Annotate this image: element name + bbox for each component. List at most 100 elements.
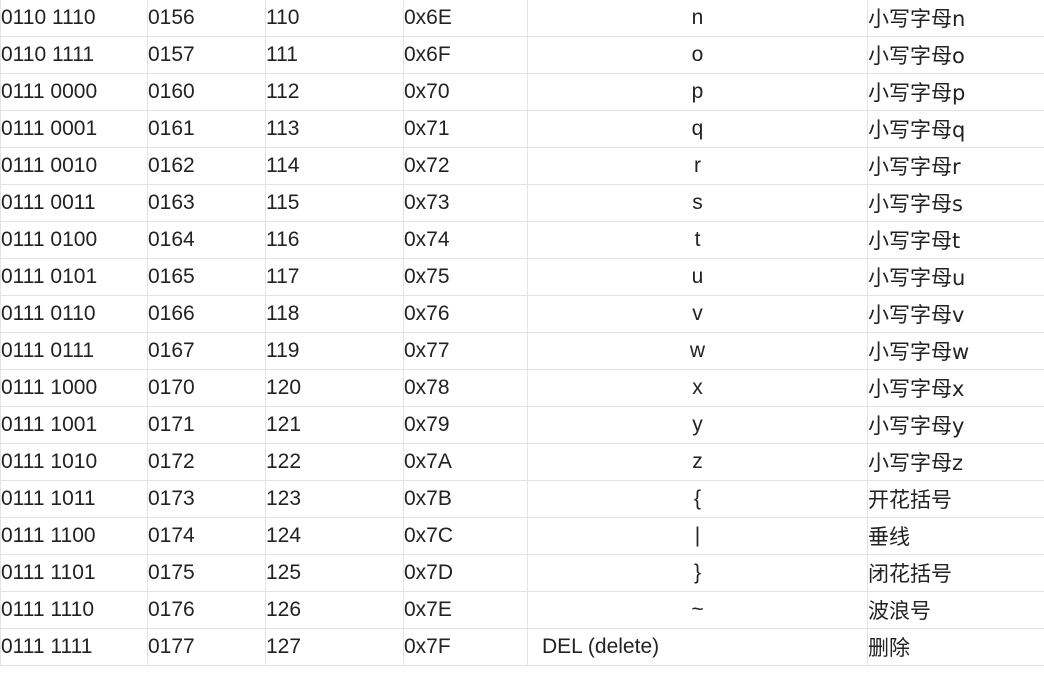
hex-cell: 0x77 bbox=[403, 332, 528, 370]
character-cell: p bbox=[527, 73, 868, 111]
binary-cell: 0110 1110 bbox=[0, 0, 148, 37]
description-cell: 小写字母v bbox=[867, 295, 1044, 333]
octal-cell: 0160 bbox=[147, 73, 266, 111]
ascii-table: 0110 1110 0156 110 0x6E n 小写字母n 0110 1111 0157 1… bbox=[0, 0, 1044, 666]
character-cell: z bbox=[527, 443, 868, 481]
octal-cell: 0175 bbox=[147, 554, 266, 592]
decimal-cell: 119 bbox=[265, 332, 404, 370]
decimal-cell: 121 bbox=[265, 406, 404, 444]
description-cell: 小写字母t bbox=[867, 221, 1044, 259]
binary-cell: 0111 1010 bbox=[0, 443, 148, 481]
octal-cell: 0165 bbox=[147, 258, 266, 296]
description-cell: 小写字母r bbox=[867, 147, 1044, 185]
octal-cell: 0163 bbox=[147, 184, 266, 222]
binary-cell: 0111 0101 bbox=[0, 258, 148, 296]
binary-cell: 0111 0010 bbox=[0, 147, 148, 185]
table-row: 0111 0111 0167 119 0x77 w 小写字母w bbox=[0, 332, 1044, 370]
binary-cell: 0111 1001 bbox=[0, 406, 148, 444]
table-row: 0111 1101 0175 125 0x7D} 闭花括号 bbox=[0, 554, 1044, 592]
hex-cell: 0x7E bbox=[403, 591, 528, 629]
character-cell: DEL (delete) bbox=[527, 628, 868, 666]
binary-cell: 0111 1000 bbox=[0, 369, 148, 407]
decimal-cell: 118 bbox=[265, 295, 404, 333]
decimal-cell: 126 bbox=[265, 591, 404, 629]
character-cell: v bbox=[527, 295, 868, 333]
hex-cell: 0x7F bbox=[403, 628, 528, 666]
character-cell: x bbox=[527, 369, 868, 407]
hex-cell: 0x6F bbox=[403, 36, 528, 74]
hex-cell: 0x7D bbox=[403, 554, 528, 592]
table-row: 0111 0001 0161 113 0x71 q 小写字母q bbox=[0, 110, 1044, 148]
octal-cell: 0172 bbox=[147, 443, 266, 481]
hex-cell: 0x7A bbox=[403, 443, 528, 481]
octal-cell: 0173 bbox=[147, 480, 266, 518]
decimal-cell: 120 bbox=[265, 369, 404, 407]
decimal-cell: 124 bbox=[265, 517, 404, 555]
hex-cell: 0x71 bbox=[403, 110, 528, 148]
decimal-cell: 122 bbox=[265, 443, 404, 481]
table-row: 0111 0101 0165 117 0x75 u 小写字母u bbox=[0, 258, 1044, 296]
hex-cell: 0x70 bbox=[403, 73, 528, 111]
description-cell: 删除 bbox=[867, 628, 1044, 666]
binary-cell: 0111 1100 bbox=[0, 517, 148, 555]
binary-cell: 0111 1011 bbox=[0, 480, 148, 518]
binary-cell: 0111 0110 bbox=[0, 295, 148, 333]
binary-cell: 0111 0011 bbox=[0, 184, 148, 222]
hex-cell: 0x6E bbox=[403, 0, 528, 37]
description-cell: 波浪号 bbox=[867, 591, 1044, 629]
table-row: 0110 1110 0156 110 0x6E n 小写字母n bbox=[0, 0, 1044, 37]
hex-cell: 0x78 bbox=[403, 369, 528, 407]
table-row: 0111 0100 0164 116 0x74 t 小写字母t bbox=[0, 221, 1044, 259]
decimal-cell: 117 bbox=[265, 258, 404, 296]
decimal-cell: 112 bbox=[265, 73, 404, 111]
description-cell: 小写字母u bbox=[867, 258, 1044, 296]
hex-cell: 0x7C bbox=[403, 517, 528, 555]
decimal-cell: 127 bbox=[265, 628, 404, 666]
octal-cell: 0162 bbox=[147, 147, 266, 185]
table-row: 0111 0110 0166 118 0x76 v 小写字母v bbox=[0, 295, 1044, 333]
description-cell: 小写字母w bbox=[867, 332, 1044, 370]
table-row: 0111 1001 0171 121 0x79 y 小写字母y bbox=[0, 406, 1044, 444]
hex-cell: 0x75 bbox=[403, 258, 528, 296]
octal-cell: 0167 bbox=[147, 332, 266, 370]
character-cell: q bbox=[527, 110, 868, 148]
binary-cell: 0110 1111 bbox=[0, 36, 148, 74]
table-row: 0111 1111 0177 127 0x7F DEL (delete) 删除 bbox=[0, 628, 1044, 666]
table-row: 0110 1111 0157 111 0x6F o 小写字母o bbox=[0, 36, 1044, 74]
binary-cell: 0111 0100 bbox=[0, 221, 148, 259]
description-cell: 小写字母y bbox=[867, 406, 1044, 444]
table-row: 0111 1011 0173 123 0x7B{开花括号 bbox=[0, 480, 1044, 518]
ascii-table-body: 0110 1110 0156 110 0x6E n 小写字母n 0110 1111 0157 1… bbox=[0, 0, 1044, 666]
description-cell: 开花括号 bbox=[867, 480, 1044, 518]
binary-cell: 0111 1111 bbox=[0, 628, 148, 666]
hex-cell: 0x72 bbox=[403, 147, 528, 185]
hex-cell: 0x79 bbox=[403, 406, 528, 444]
table-row: 0111 1110 0176 126 0x7E ~ 波浪号 bbox=[0, 591, 1044, 629]
character-cell: y bbox=[527, 406, 868, 444]
table-row: 0111 0010 0162 114 0x72 r 小写字母r bbox=[0, 147, 1044, 185]
binary-cell: 0111 0001 bbox=[0, 110, 148, 148]
table-row: 0111 1100 0174 124 0x7C | 垂线 bbox=[0, 517, 1044, 555]
octal-cell: 0174 bbox=[147, 517, 266, 555]
character-cell: ~ bbox=[527, 591, 868, 629]
table-row: 0111 0000 0160 112 0x70 p 小写字母p bbox=[0, 73, 1044, 111]
octal-cell: 0156 bbox=[147, 0, 266, 37]
description-cell: 小写字母p bbox=[867, 73, 1044, 111]
binary-cell: 0111 0000 bbox=[0, 73, 148, 111]
character-cell: w bbox=[527, 332, 868, 370]
decimal-cell: 110 bbox=[265, 0, 404, 37]
table-row: 0111 1000 0170 120 0x78 x 小写字母x bbox=[0, 369, 1044, 407]
description-cell: 小写字母q bbox=[867, 110, 1044, 148]
octal-cell: 0177 bbox=[147, 628, 266, 666]
character-cell: s bbox=[527, 184, 868, 222]
character-cell: n bbox=[527, 0, 868, 37]
character-cell: o bbox=[527, 36, 868, 74]
character-cell: t bbox=[527, 221, 868, 259]
hex-cell: 0x73 bbox=[403, 184, 528, 222]
description-cell: 小写字母o bbox=[867, 36, 1044, 74]
character-cell: u bbox=[527, 258, 868, 296]
octal-cell: 0166 bbox=[147, 295, 266, 333]
decimal-cell: 113 bbox=[265, 110, 404, 148]
octal-cell: 0170 bbox=[147, 369, 266, 407]
decimal-cell: 125 bbox=[265, 554, 404, 592]
